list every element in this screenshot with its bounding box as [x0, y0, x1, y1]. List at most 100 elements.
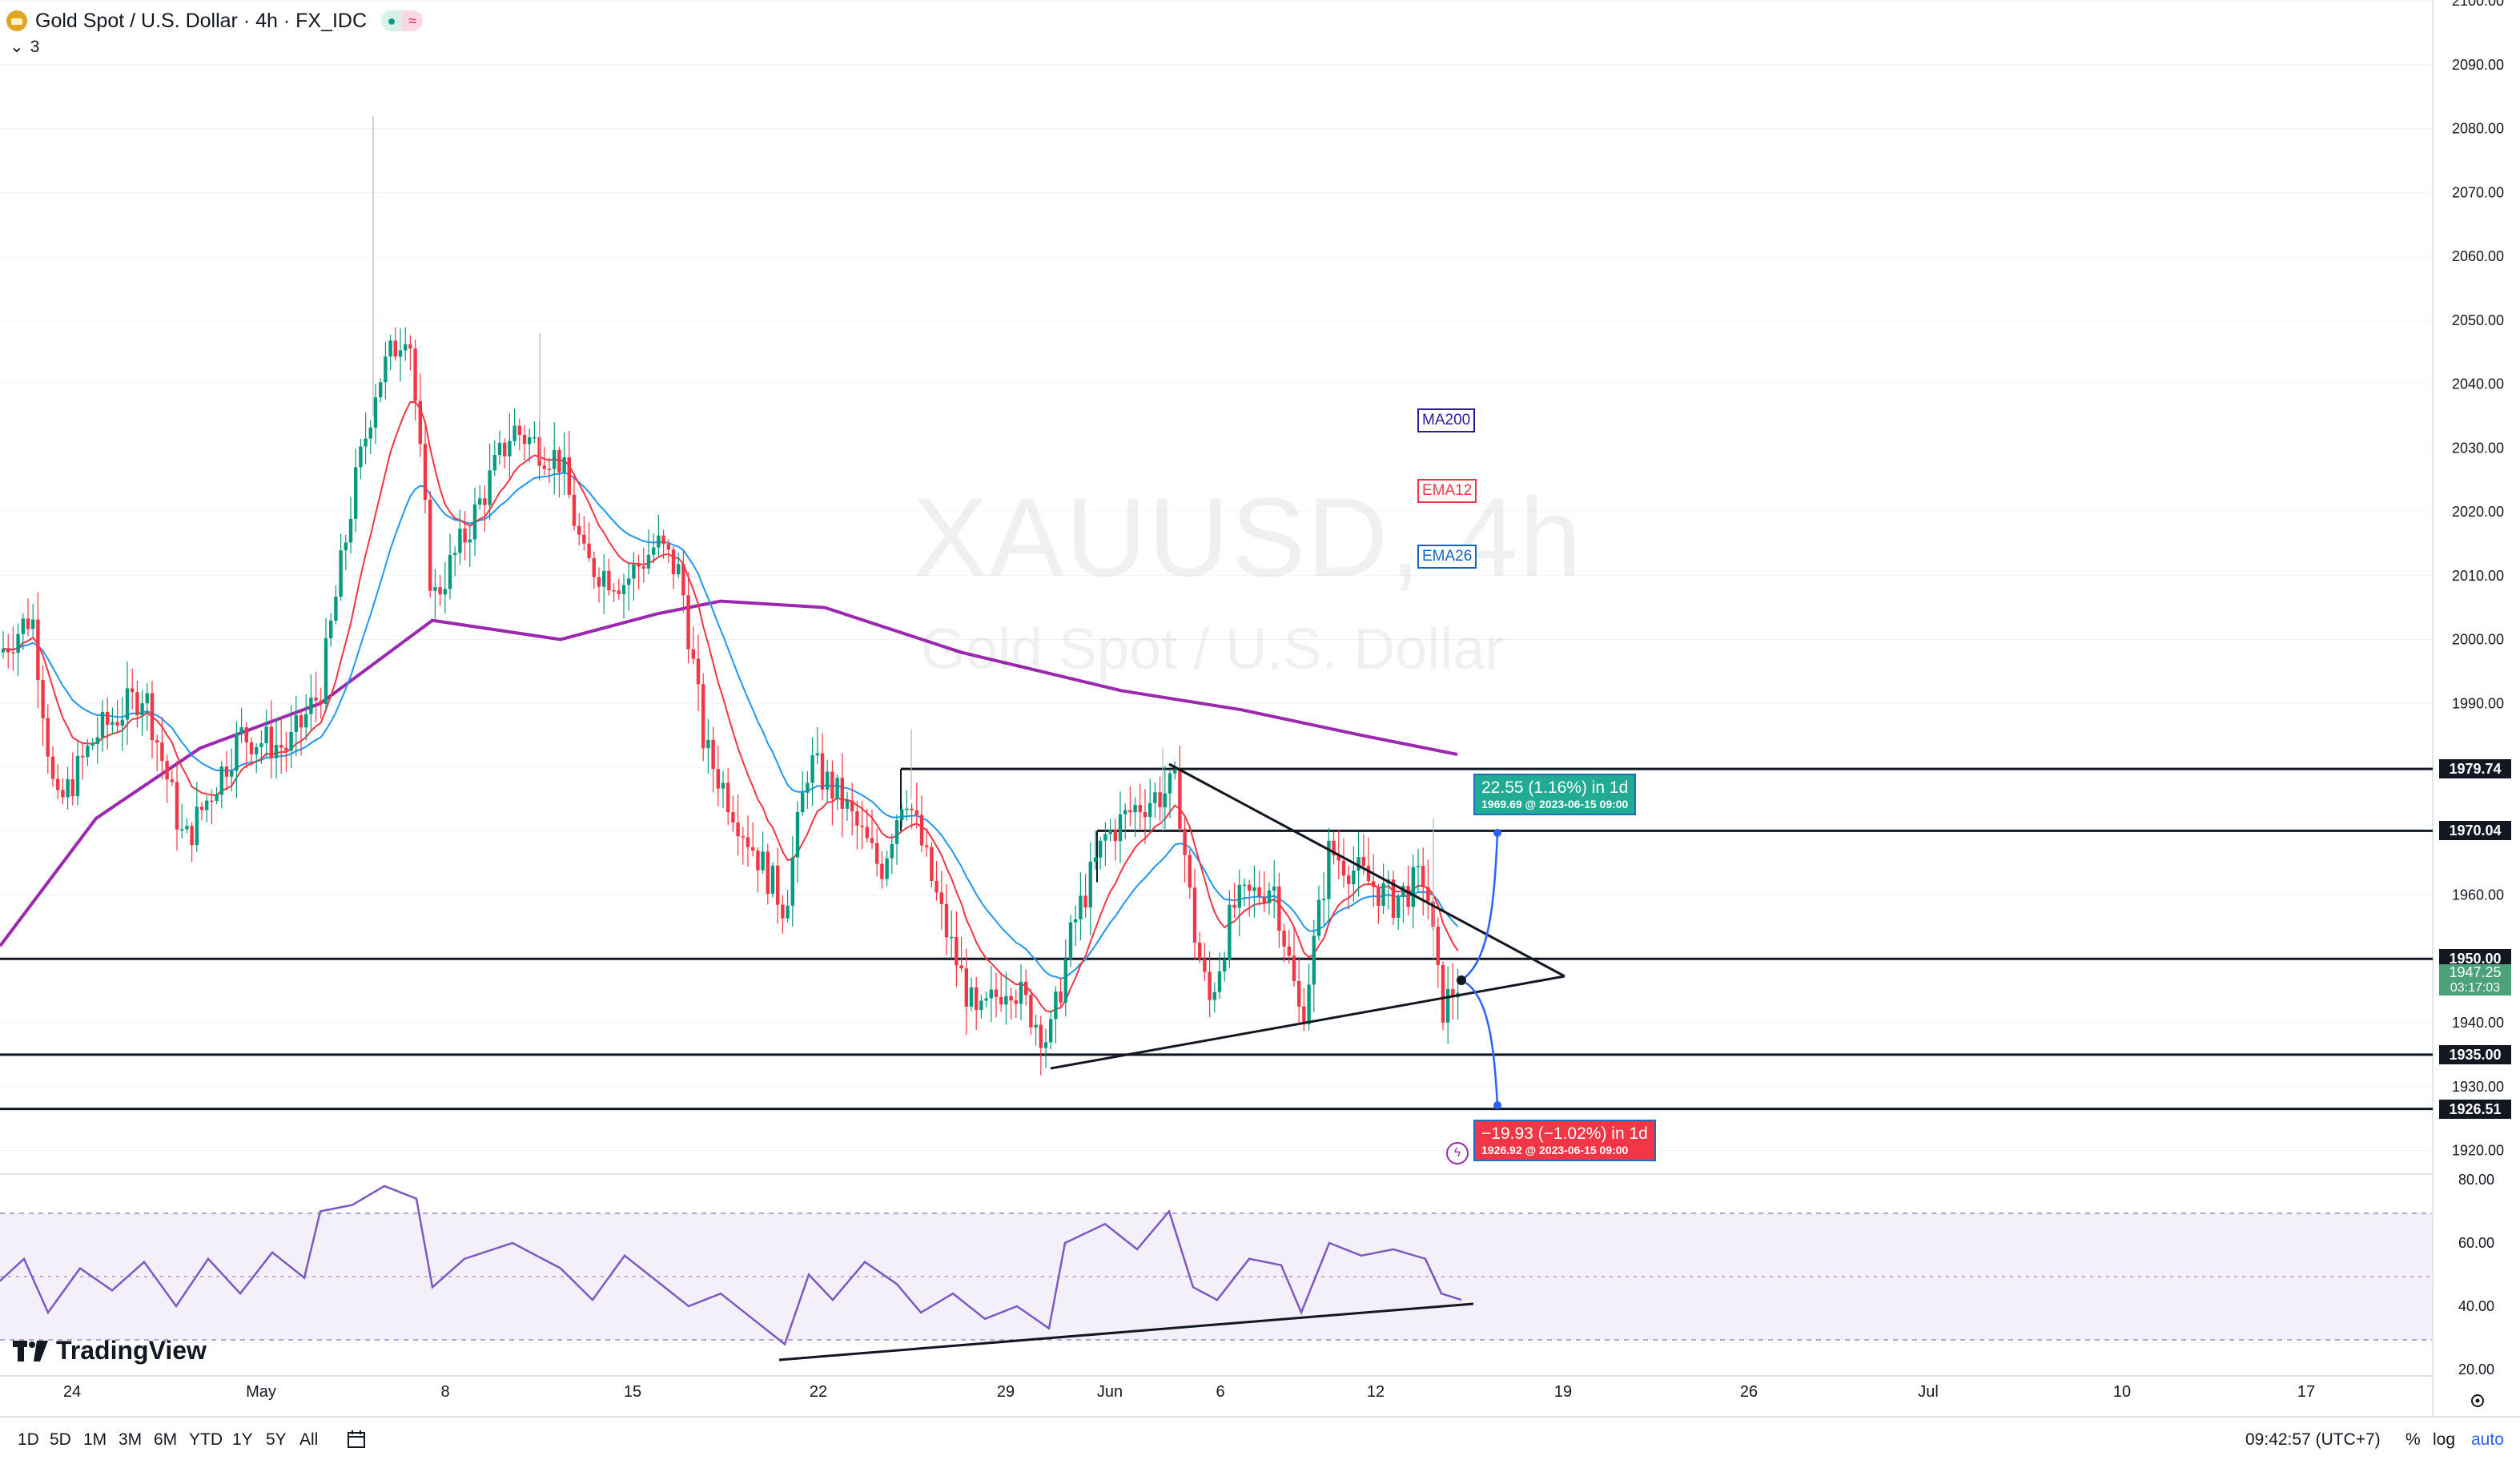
- legend-ma200[interactable]: MA200: [1417, 408, 1476, 432]
- price-axis-ticks: 2100.00 2090.00 2080.00 2070.00 2060.00 2050.…: [2452, 0, 2504, 1378]
- candle-body: [274, 745, 279, 758]
- candle-body: [379, 382, 383, 398]
- candle-body: [562, 457, 566, 473]
- time-tick-label: 17: [2297, 1383, 2315, 1401]
- candle-body: [1257, 887, 1261, 897]
- candle-body: [860, 825, 864, 827]
- candle-body: [66, 778, 70, 798]
- candle-body: [428, 500, 432, 591]
- candle-body: [1113, 829, 1117, 842]
- candle-body: [368, 427, 372, 439]
- price-tick-label: 1990.00: [2452, 695, 2504, 711]
- forecast-up-callout[interactable]: 22.55 (1.16%) in 1d 1969.69 @ 2023-06-15…: [1473, 774, 1637, 815]
- candle-body: [815, 753, 819, 756]
- candle-body: [309, 698, 313, 714]
- candle-body: [131, 688, 135, 693]
- candle-body: [766, 851, 770, 894]
- candle-body: [404, 344, 408, 351]
- candle-body: [612, 589, 616, 592]
- calendar-range-icon[interactable]: [346, 1429, 367, 1450]
- forecast-up-target: 1969.69 @ 2023-06-15 09:00: [1481, 798, 1629, 810]
- rsi-trendline[interactable]: [778, 1302, 1474, 1361]
- range-3m[interactable]: 3M: [119, 1430, 143, 1449]
- indicators-toggle[interactable]: ⌄ 3: [10, 37, 39, 57]
- candle-body: [56, 778, 60, 790]
- range-5d[interactable]: 5D: [50, 1430, 71, 1449]
- price-tick-label: 2100.00: [2452, 0, 2504, 9]
- candle-body: [1183, 828, 1187, 855]
- candle-body: [1381, 883, 1385, 907]
- candle-body: [86, 746, 90, 758]
- price-tick-label: 2040.00: [2452, 376, 2504, 392]
- candle-body: [661, 535, 665, 545]
- range-1d[interactable]: 1D: [18, 1430, 39, 1449]
- candle-body: [190, 826, 194, 846]
- candle-body: [492, 455, 496, 471]
- candle-body: [820, 753, 825, 790]
- current-price-label: 1947.25 03:17:03: [2439, 964, 2511, 995]
- candle-body: [1372, 881, 1376, 887]
- candle-body: [801, 792, 805, 813]
- time-tick-label: 8: [440, 1383, 449, 1401]
- triangle-lower-line[interactable]: [1050, 975, 1565, 1070]
- candle-body: [41, 680, 45, 718]
- candle-body: [553, 449, 557, 469]
- time-axis-ticks: 24 May 8 15 22 29 Jun 6 12 19 26 Jul 10 17: [63, 1383, 2315, 1401]
- candle-body: [195, 806, 199, 846]
- candle-body: [11, 652, 15, 654]
- candle-body: [314, 698, 318, 701]
- candle-body: [646, 554, 651, 569]
- candle-body: [1316, 899, 1321, 936]
- triangle-upper-line[interactable]: [1168, 762, 1565, 978]
- candle-body: [1212, 991, 1216, 1000]
- candle-body: [90, 743, 94, 746]
- candle-body: [1103, 834, 1107, 841]
- candle-body: [81, 755, 85, 758]
- legend-ema26[interactable]: EMA26: [1417, 545, 1477, 569]
- candle-body: [1118, 814, 1123, 842]
- candle-body: [1237, 885, 1241, 908]
- candle-body: [423, 444, 428, 501]
- tradingview-logo[interactable]: TradingView: [13, 1336, 207, 1365]
- candlesticks: [1, 115, 1460, 1076]
- candle-body: [95, 737, 99, 744]
- range-all[interactable]: All: [299, 1430, 319, 1449]
- candle-body: [329, 620, 333, 638]
- candle-body: [1347, 875, 1351, 885]
- symbol-header[interactable]: Gold Spot / U.S. Dollar · 4h · FX_IDC ● …: [6, 5, 424, 37]
- candle-body: [1352, 870, 1356, 885]
- market-status-pill[interactable]: ● ≈: [381, 10, 424, 31]
- candle-body: [1446, 989, 1450, 1023]
- candle-body: [696, 658, 701, 685]
- range-1y[interactable]: 1Y: [232, 1430, 253, 1449]
- settings-icon[interactable]: [2469, 1392, 2486, 1410]
- candle-body: [1093, 857, 1098, 862]
- candle-body: [334, 596, 338, 621]
- lightning-icon[interactable]: ϟ: [1446, 1142, 1469, 1164]
- ema26-line: [2, 472, 1459, 980]
- triangle-pattern[interactable]: [1050, 762, 1565, 1070]
- candle-body: [1068, 922, 1073, 959]
- log-toggle[interactable]: log: [2433, 1430, 2456, 1449]
- candle-body: [751, 847, 755, 851]
- range-5y[interactable]: 5Y: [266, 1430, 287, 1449]
- percent-toggle[interactable]: %: [2405, 1430, 2421, 1449]
- auto-scale-toggle[interactable]: auto: [2471, 1430, 2504, 1449]
- forecast-down-path: [1461, 979, 1499, 1106]
- candle-body: [925, 845, 929, 847]
- range-ytd[interactable]: YTD: [189, 1430, 223, 1449]
- candle-body: [1108, 829, 1112, 835]
- candle-body: [215, 794, 219, 801]
- clock-timezone[interactable]: 09:42:57 (UTC+7): [2245, 1430, 2381, 1449]
- candle-body: [458, 528, 462, 553]
- range-6m[interactable]: 6M: [154, 1430, 178, 1449]
- candle-body: [1336, 855, 1340, 861]
- forecast-down-callout[interactable]: −19.93 (−1.02%) in 1d 1926.92 @ 2023-06-…: [1473, 1120, 1656, 1161]
- legend-ema12[interactable]: EMA12: [1417, 479, 1477, 503]
- candle-body: [373, 397, 378, 428]
- candle-body: [324, 637, 328, 704]
- candle-body: [483, 498, 487, 505]
- range-1m[interactable]: 1M: [83, 1430, 107, 1449]
- horizontal-levels[interactable]: [0, 767, 2433, 1111]
